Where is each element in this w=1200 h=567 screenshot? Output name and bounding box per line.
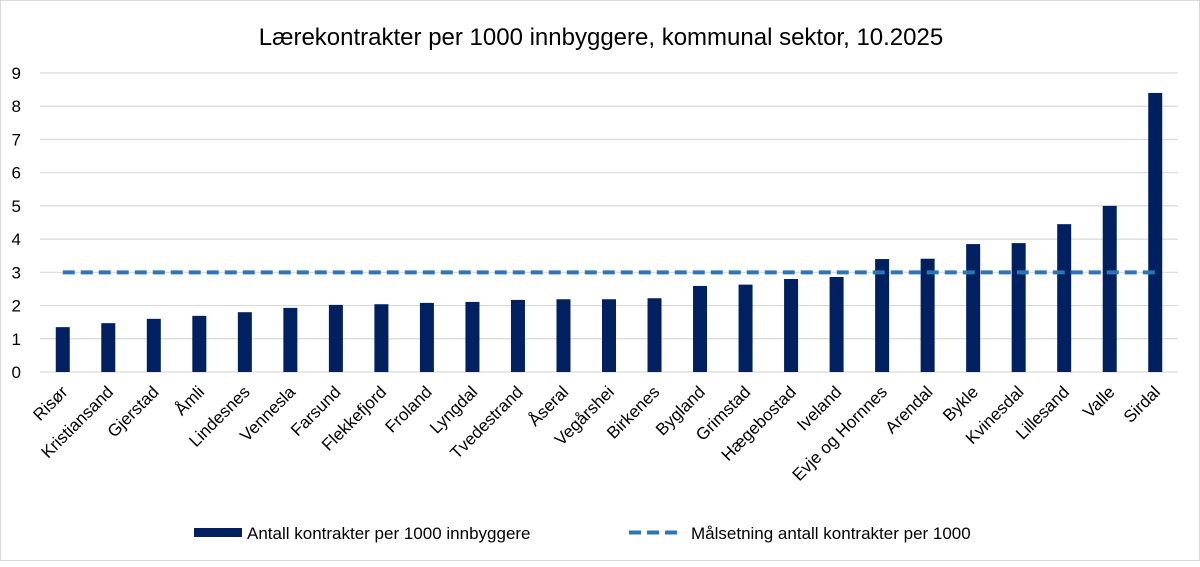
y-tick-label: 2 bbox=[12, 297, 21, 316]
bar bbox=[465, 301, 480, 372]
x-tick-label: Valle bbox=[1079, 382, 1118, 421]
y-tick-label: 1 bbox=[12, 330, 21, 349]
bar bbox=[237, 312, 252, 372]
bar bbox=[146, 318, 161, 372]
bar bbox=[283, 307, 298, 372]
legend-label-target: Målsetning antall kontrakter per 1000 bbox=[691, 524, 971, 543]
bar bbox=[192, 315, 207, 372]
bar bbox=[875, 259, 890, 372]
y-tick-label: 5 bbox=[12, 197, 21, 216]
chart-title: Lærekontrakter per 1000 innbyggere, komm… bbox=[259, 24, 943, 51]
legend-swatch-bars bbox=[194, 528, 242, 537]
y-tick-label: 6 bbox=[12, 164, 21, 183]
x-tick-label: Froland bbox=[382, 382, 436, 436]
bar bbox=[510, 299, 525, 372]
bar bbox=[1011, 243, 1026, 372]
x-tick-label: Risør bbox=[29, 382, 71, 424]
bar bbox=[101, 323, 116, 372]
y-tick-label: 0 bbox=[12, 363, 21, 382]
x-tick-label: Bykle bbox=[939, 382, 982, 425]
bar bbox=[419, 302, 434, 372]
legend: Antall kontrakter per 1000 innbyggere Må… bbox=[194, 524, 971, 543]
bar bbox=[1102, 205, 1117, 372]
bar bbox=[602, 299, 616, 372]
bar bbox=[738, 284, 753, 372]
bar bbox=[55, 327, 70, 372]
bar bbox=[556, 299, 571, 372]
bar bbox=[693, 285, 708, 372]
x-tick-label: Åmli bbox=[171, 382, 208, 419]
x-tick-label: Arendal bbox=[882, 382, 937, 437]
y-tick-label: 8 bbox=[12, 97, 21, 116]
bar bbox=[374, 304, 389, 372]
y-tick-label: 9 bbox=[12, 64, 21, 83]
bar bbox=[647, 298, 662, 372]
y-tick-label: 3 bbox=[12, 263, 21, 282]
bar bbox=[1057, 224, 1072, 372]
bar bbox=[784, 278, 799, 372]
y-tick-label: 7 bbox=[12, 130, 21, 149]
bar bbox=[1148, 92, 1163, 372]
bar bbox=[920, 258, 935, 372]
bar bbox=[829, 276, 844, 372]
x-tick-label: Sirdal bbox=[1120, 382, 1164, 426]
bar bbox=[966, 244, 981, 372]
y-tick-label: 4 bbox=[12, 230, 21, 249]
bar bbox=[328, 304, 343, 372]
x-tick-label: Gjerstad bbox=[104, 382, 163, 441]
legend-label-bars: Antall kontrakter per 1000 innbyggere bbox=[247, 524, 531, 543]
